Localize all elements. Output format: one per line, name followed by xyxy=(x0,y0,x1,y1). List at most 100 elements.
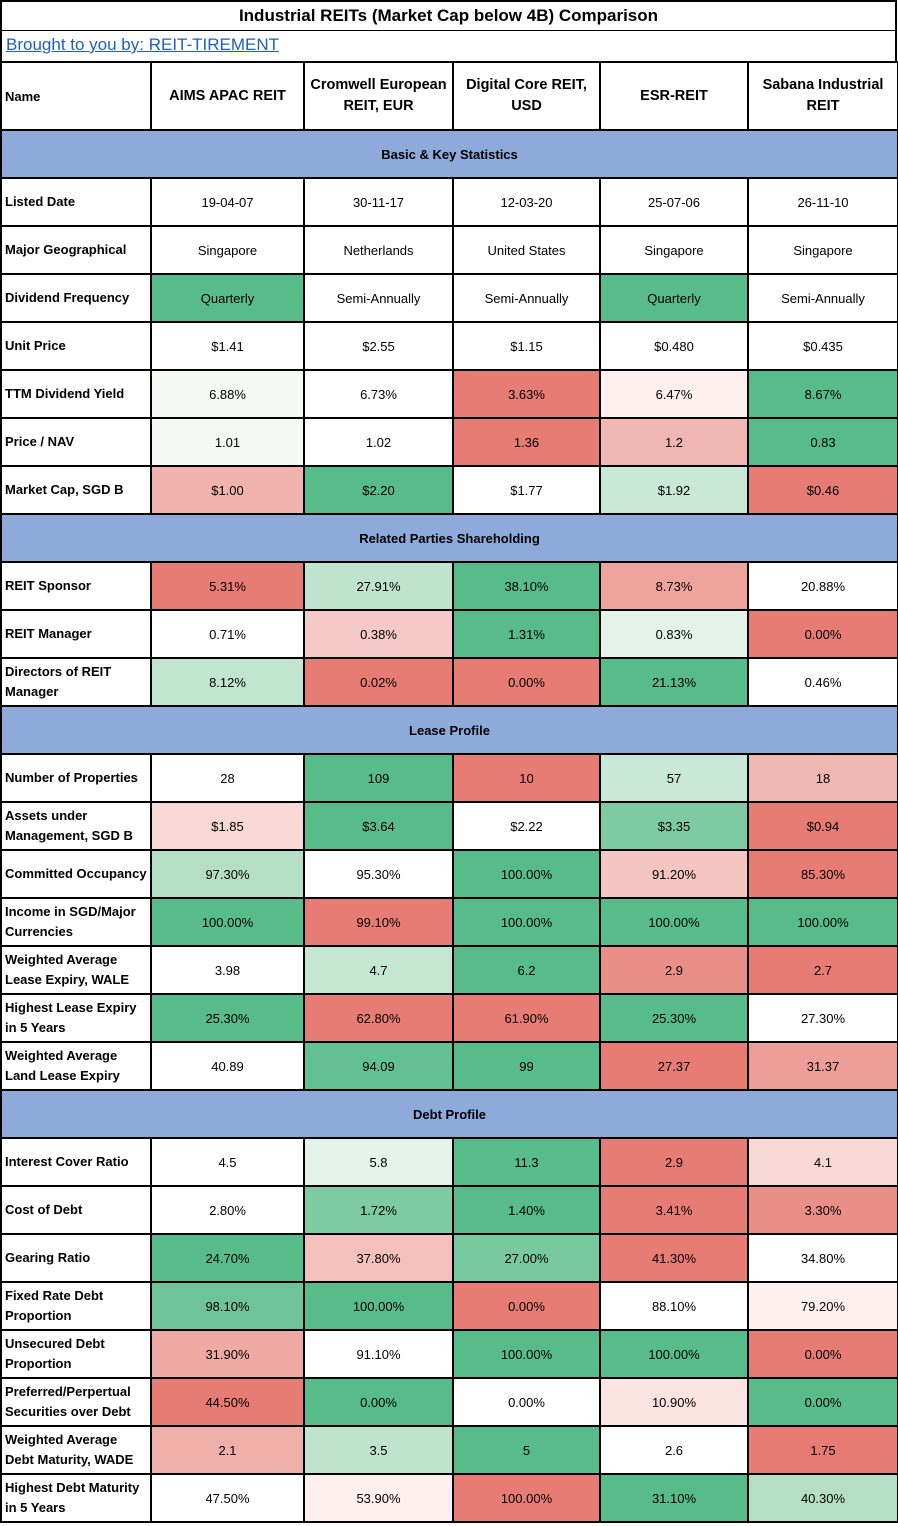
table-cell: 6.73% xyxy=(303,369,454,419)
table-row: Unit Price $1.41 $2.55 $1.15 $0.480 $0.435 xyxy=(0,321,898,371)
table-cell: Quarterly xyxy=(150,273,305,323)
table-cell: 27.00% xyxy=(452,1233,601,1283)
table-row: Major Geographical Singapore Netherlands Un… xyxy=(0,225,898,275)
table-cell: 109 xyxy=(303,753,454,803)
row-label: TTM Dividend Yield xyxy=(0,369,152,419)
table-cell: 25.30% xyxy=(150,993,305,1043)
table-cell: 1.31% xyxy=(452,609,601,659)
table-cell: 6.88% xyxy=(150,369,305,419)
table-cell: Singapore xyxy=(747,225,898,275)
table-cell: Quarterly xyxy=(599,273,749,323)
table-cell: 12-03-20 xyxy=(452,177,601,227)
table-cell: 27.91% xyxy=(303,561,454,611)
table-cell: 5 xyxy=(452,1425,601,1475)
row-label: Preferred/Perpertual Securities over Deb… xyxy=(0,1377,152,1427)
table-row: Cost of Debt 2.80% 1.72% 1.40% 3.41% 3.30% xyxy=(0,1185,898,1235)
table-cell: 0.00% xyxy=(452,1281,601,1331)
table-row: Preferred/Perpertual Securities over Deb… xyxy=(0,1377,898,1427)
row-label: Income in SGD/Major Currencies xyxy=(0,897,152,947)
section-header-row: Related Parties Shareholding xyxy=(0,513,898,563)
row-label: Major Geographical xyxy=(0,225,152,275)
table-row: Weighted Average Land Lease Expiry 40.89 9… xyxy=(0,1041,898,1091)
table-cell: 30-11-17 xyxy=(303,177,454,227)
table-cell: 0.02% xyxy=(303,657,454,707)
table-cell: 61.90% xyxy=(452,993,601,1043)
row-label: REIT Sponsor xyxy=(0,561,152,611)
table-row: REIT Sponsor 5.31% 27.91% 38.10% 8.73% 20.88% xyxy=(0,561,898,611)
table-cell: 47.50% xyxy=(150,1473,305,1523)
table-cell: 3.63% xyxy=(452,369,601,419)
table-cell: 1.01 xyxy=(150,417,305,467)
row-label: Directors of REIT Manager xyxy=(0,657,152,707)
table-cell: 53.90% xyxy=(303,1473,454,1523)
section-title: Lease Profile xyxy=(0,705,898,755)
table-cell: 20.88% xyxy=(747,561,898,611)
table-cell: 0.00% xyxy=(303,1377,454,1427)
table-cell: $2.55 xyxy=(303,321,454,371)
row-label: REIT Manager xyxy=(0,609,152,659)
table-row: REIT Manager 0.71% 0.38% 1.31% 0.83% 0.00% xyxy=(0,609,898,659)
row-label: Unit Price xyxy=(0,321,152,371)
table-cell: Semi-Annually xyxy=(303,273,454,323)
row-label: Dividend Frequency xyxy=(0,273,152,323)
header-column: Sabana Industrial REIT xyxy=(747,61,898,131)
table-cell: $1.41 xyxy=(150,321,305,371)
table-row: Assets under Management, SGD B $1.85 $3.64… xyxy=(0,801,898,851)
table-cell: 3.5 xyxy=(303,1425,454,1475)
table-cell: 0.38% xyxy=(303,609,454,659)
table-cell: 0.83 xyxy=(747,417,898,467)
section-header-row: Basic & Key Statistics xyxy=(0,129,898,179)
header-column: Cromwell European REIT, EUR xyxy=(303,61,454,131)
table-cell: 99.10% xyxy=(303,897,454,947)
table-cell: 24.70% xyxy=(150,1233,305,1283)
table-row: Committed Occupancy 97.30% 95.30% 100.00% 91… xyxy=(0,849,898,899)
table-cell: 100.00% xyxy=(150,897,305,947)
table-cell: 2.9 xyxy=(599,1137,749,1187)
table-cell: 2.1 xyxy=(150,1425,305,1475)
table-cell: 8.67% xyxy=(747,369,898,419)
reit-tirement-link[interactable]: Brought to you by: REIT-TIREMENT xyxy=(0,31,897,61)
row-label: Number of Properties xyxy=(0,753,152,803)
table-cell: 3.41% xyxy=(599,1185,749,1235)
table-cell: 91.10% xyxy=(303,1329,454,1379)
table-cell: 2.6 xyxy=(599,1425,749,1475)
row-label: Market Cap, SGD B xyxy=(0,465,152,515)
table-row: Income in SGD/Major Currencies 100.00% 99.… xyxy=(0,897,898,947)
table-cell: 0.46% xyxy=(747,657,898,707)
row-label: Unsecured Debt Proportion xyxy=(0,1329,152,1379)
table-cell: 8.12% xyxy=(150,657,305,707)
table-cell: 6.2 xyxy=(452,945,601,995)
table-cell: 0.00% xyxy=(747,1329,898,1379)
header-column: ESR-REIT xyxy=(599,61,749,131)
table-cell: $1.15 xyxy=(452,321,601,371)
table-cell: Semi-Annually xyxy=(452,273,601,323)
header-column: Digital Core REIT, USD xyxy=(452,61,601,131)
table-cell: 88.10% xyxy=(599,1281,749,1331)
table-cell: 8.73% xyxy=(599,561,749,611)
table-cell: $1.77 xyxy=(452,465,601,515)
table-cell: 100.00% xyxy=(599,897,749,947)
table-cell: 100.00% xyxy=(303,1281,454,1331)
row-label: Committed Occupancy xyxy=(0,849,152,899)
table-cell: 100.00% xyxy=(452,897,601,947)
table-row: Unsecured Debt Proportion 31.90% 91.10% 100… xyxy=(0,1329,898,1379)
table-cell: 5.8 xyxy=(303,1137,454,1187)
table-cell: United States xyxy=(452,225,601,275)
table-cell: 100.00% xyxy=(747,897,898,947)
header-name-label: Name xyxy=(0,61,152,131)
table-cell: 1.75 xyxy=(747,1425,898,1475)
table-row: Listed Date 19-04-07 30-11-17 12-03-20 25-07… xyxy=(0,177,898,227)
table-cell: 3.30% xyxy=(747,1185,898,1235)
row-label: Highest Lease Expiry in 5 Years xyxy=(0,993,152,1043)
table-row: Weighted Average Debt Maturity, WADE 2.1 3… xyxy=(0,1425,898,1475)
table-cell: Semi-Annually xyxy=(747,273,898,323)
table-cell: Singapore xyxy=(150,225,305,275)
table-cell: 1.40% xyxy=(452,1185,601,1235)
table-row: TTM Dividend Yield 6.88% 6.73% 3.63% 6.47% 8.… xyxy=(0,369,898,419)
row-label: Assets under Management, SGD B xyxy=(0,801,152,851)
section-title: Basic & Key Statistics xyxy=(0,129,898,179)
table-cell: 21.13% xyxy=(599,657,749,707)
table-cell: 100.00% xyxy=(599,1329,749,1379)
table-cell: 95.30% xyxy=(303,849,454,899)
table-cell: 31.10% xyxy=(599,1473,749,1523)
